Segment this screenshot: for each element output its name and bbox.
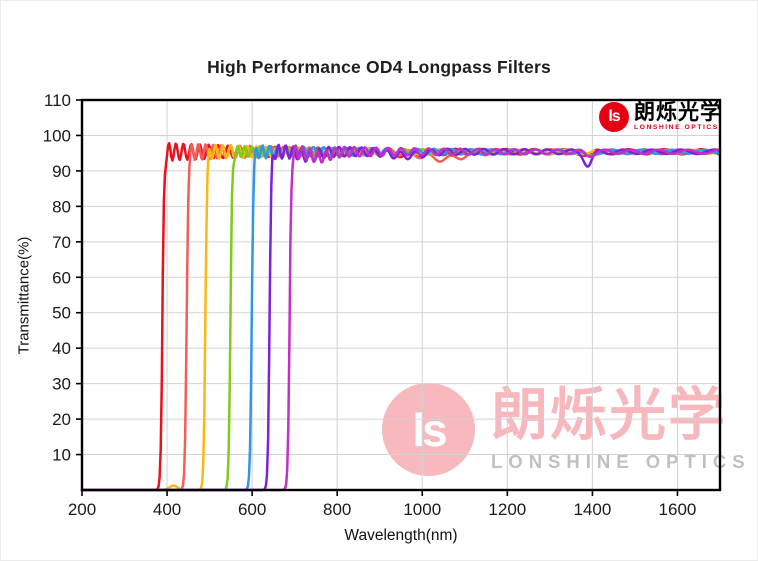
watermark-monogram: ls: [412, 403, 447, 456]
x-tick-label: 200: [68, 500, 96, 519]
y-tick-label: 30: [52, 375, 71, 394]
brand-name-en: LONSHINE OPTICS: [634, 124, 719, 132]
watermark-text: 朗烁光学 LONSHINE OPTICS: [491, 387, 751, 472]
y-tick-label: 90: [52, 162, 71, 181]
watermark-name-en: LONSHINE OPTICS: [491, 451, 751, 473]
curve-longpass-500nm: [80, 144, 722, 492]
curve-longpass-650nm: [80, 143, 722, 492]
x-tick-label: 600: [238, 500, 266, 519]
y-tick-label: 10: [52, 446, 71, 465]
y-tick-label: 100: [43, 126, 71, 145]
brand-logo-icon: ls: [599, 102, 629, 132]
x-tick-label: 800: [323, 500, 351, 519]
curve-longpass-550nm: [80, 145, 722, 492]
brand-logo: ls 朗烁光学 LONSHINE OPTICS: [599, 102, 722, 132]
x-axis-title: Wavelength(nm): [344, 527, 458, 544]
x-tick-label: 400: [153, 500, 181, 519]
y-tick-label: 50: [52, 304, 71, 323]
watermark: ls 朗烁光学 LONSHINE OPTICS: [382, 383, 751, 476]
y-tick-label: 40: [52, 339, 71, 358]
curve-longpass-700nm: [80, 144, 722, 492]
chart-title: High Performance OD4 Longpass Filters: [207, 57, 551, 77]
y-tick-label: 70: [52, 233, 71, 252]
curve-longpass-600nm: [80, 144, 722, 492]
brand-text: 朗烁光学 LONSHINE OPTICS: [634, 102, 722, 132]
y-tick-label: 20: [52, 410, 71, 429]
y-tick-label: 80: [52, 197, 71, 216]
brand-monogram: ls: [608, 108, 620, 125]
watermark-name-cn: 朗烁光学: [491, 383, 727, 448]
curve-longpass-400nm: [80, 141, 722, 492]
y-axis-title: Transmittance(%): [15, 236, 33, 355]
plot-border: [80, 98, 722, 492]
brand-name-cn: 朗烁光学: [634, 101, 722, 125]
y-tick-label: 60: [52, 268, 71, 287]
x-tick-label: 1600: [659, 500, 697, 519]
x-tick-label: 1400: [573, 500, 611, 519]
curve-longpass-450nm: [80, 143, 722, 492]
watermark-logo-icon: ls: [382, 383, 475, 476]
x-tick-label: 1200: [488, 500, 526, 519]
y-tick-label: 110: [44, 91, 71, 110]
x-tick-label: 1000: [403, 500, 441, 519]
